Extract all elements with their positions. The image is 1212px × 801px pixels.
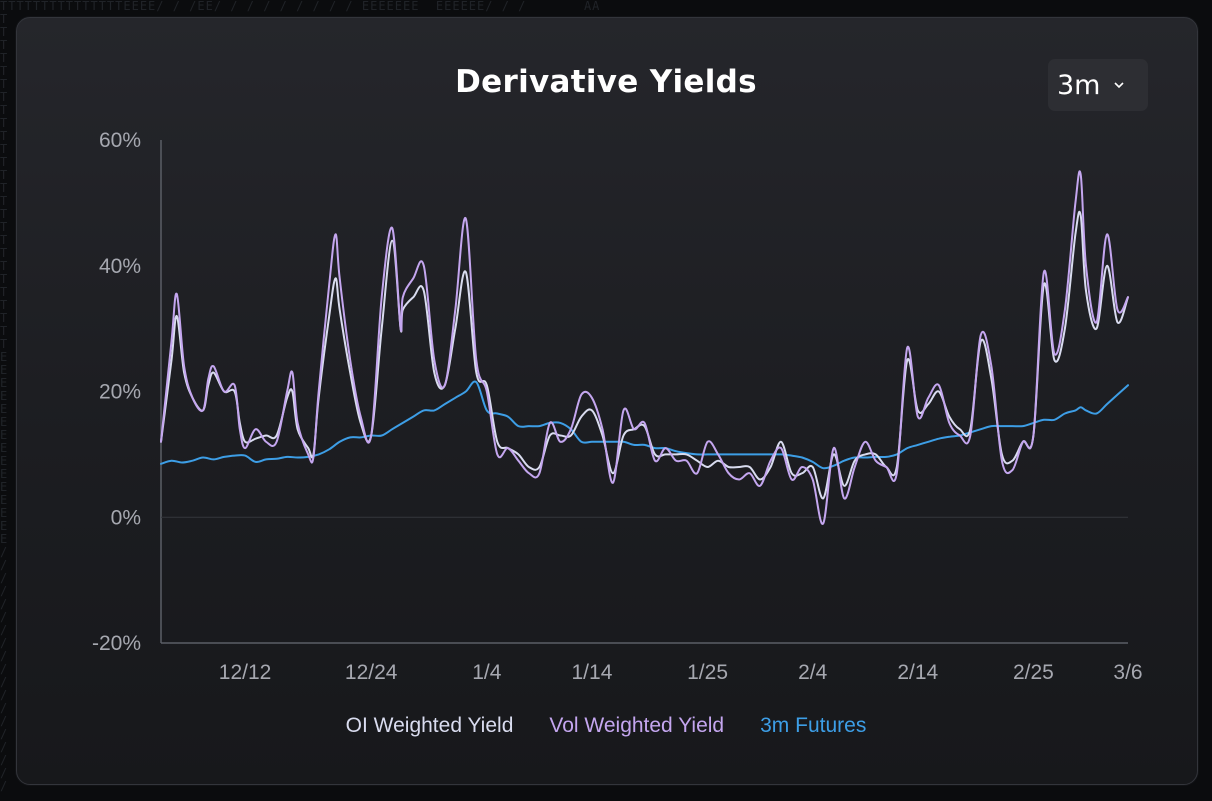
x-tick-label: 2/25 — [1013, 661, 1054, 684]
chart-legend: OI Weighted Yield Vol Weighted Yield 3m … — [0, 714, 1212, 738]
legend-item-oi-weighted-yield[interactable]: OI Weighted Yield — [345, 714, 514, 737]
chart-title: Derivative Yields — [455, 64, 757, 100]
x-tick-label: 1/14 — [572, 661, 613, 684]
x-tick-label: 2/4 — [798, 661, 828, 684]
x-tick-label: 1/25 — [687, 661, 728, 684]
x-tick-label: 1/4 — [472, 661, 502, 684]
legend-item-vol-weighted-yield[interactable]: Vol Weighted Yield — [549, 714, 725, 737]
y-tick-label: 20% — [99, 381, 141, 404]
x-tick-label: 3/6 — [1113, 661, 1142, 684]
chevron-down-icon — [1114, 82, 1125, 89]
y-tick-label: 40% — [99, 255, 141, 278]
series-line-vol-weighted-yield — [160, 170, 1129, 525]
x-tick-label: 12/24 — [345, 661, 398, 684]
series-line-oi-weighted-yield — [160, 210, 1129, 500]
range-dropdown-value: 3m — [1057, 69, 1101, 101]
chart-card — [16, 17, 1198, 785]
y-tick-label: 60% — [99, 129, 141, 152]
y-tick-label: 0% — [111, 506, 141, 529]
range-dropdown[interactable]: 3m — [1048, 59, 1148, 111]
y-tick-label: -20% — [92, 632, 141, 655]
x-tick-label: 2/14 — [897, 661, 938, 684]
x-tick-label: 12/12 — [219, 661, 272, 684]
legend-item-3m-futures[interactable]: 3m Futures — [760, 714, 867, 737]
